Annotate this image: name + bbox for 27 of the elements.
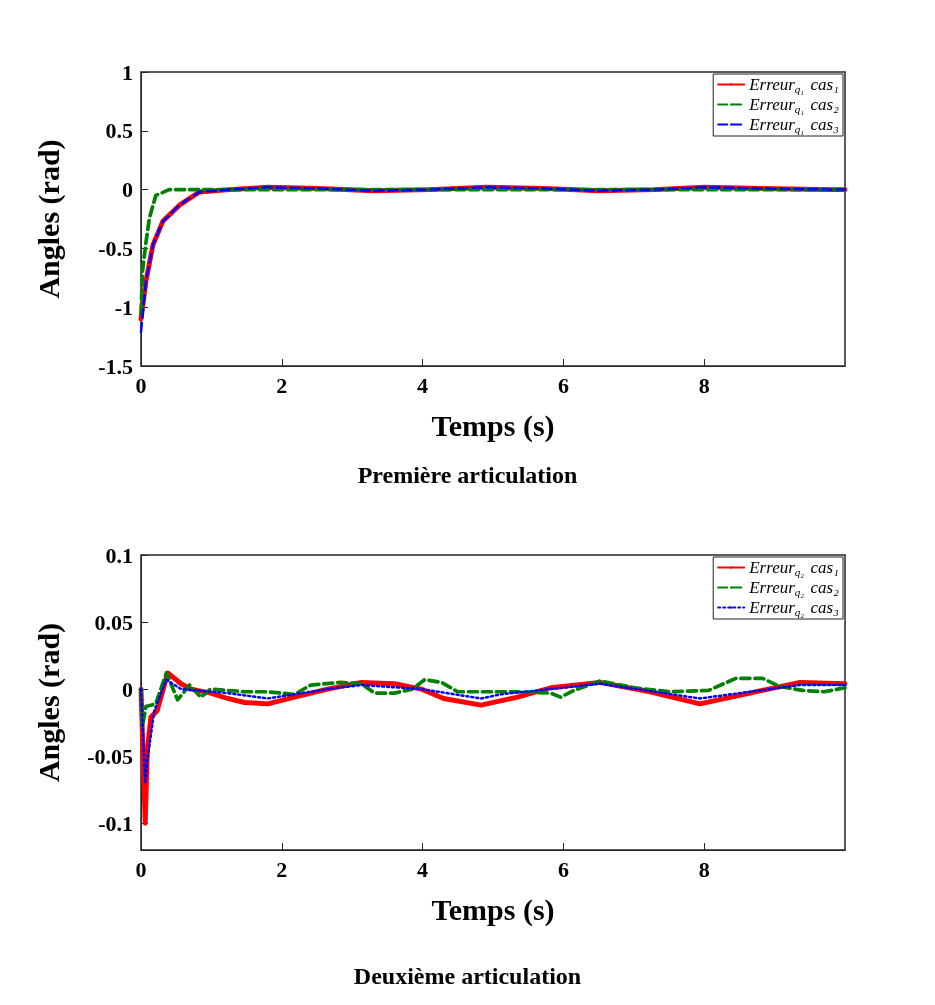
y-tick-label: 0.05 [94, 609, 133, 635]
y-tick-label: -1.5 [98, 353, 133, 379]
y-tick-label: 0.1 [105, 542, 133, 568]
x-tick-label: 2 [276, 372, 288, 398]
x-tick-label: 8 [698, 856, 710, 882]
line-series [139, 671, 847, 729]
y-tick-label: -0.05 [87, 743, 133, 769]
x-tick-label: 2 [276, 856, 288, 882]
y-tick-label: 1 [122, 59, 133, 85]
x-tick-label: 6 [557, 856, 569, 882]
x-axis-title: Temps (s) [431, 892, 555, 927]
y-tick-label: 0 [122, 676, 133, 702]
y-tick-label: 0 [122, 177, 133, 203]
y-tick-label: -0.5 [98, 235, 133, 261]
text: Première articulation [357, 462, 578, 488]
x-tick-label: 6 [557, 372, 569, 398]
line-series [139, 678, 847, 785]
y-tick-label: -0.1 [98, 810, 133, 836]
text: Deuxième articulation [353, 963, 582, 989]
x-tick-label: 8 [698, 372, 710, 398]
y-axis-title: Angles (rad) [31, 139, 66, 299]
x-tick-label: 4 [417, 372, 429, 398]
y-tick-label: -1 [114, 294, 133, 320]
x-tick-label: 4 [417, 856, 429, 882]
x-axis-title: Temps (s) [431, 408, 555, 443]
y-tick-label: 0.5 [105, 118, 133, 144]
y-axis-title: Angles (rad) [31, 622, 66, 783]
